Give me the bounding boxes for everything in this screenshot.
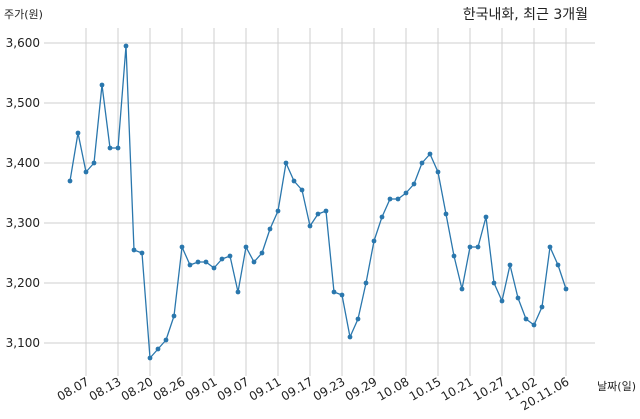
x-tick-label: 09.01 bbox=[183, 374, 220, 403]
data-point bbox=[419, 160, 425, 166]
x-axis-label: 날짜(일) bbox=[597, 380, 636, 393]
x-tick-label: 10.27 bbox=[471, 374, 508, 403]
data-point bbox=[371, 238, 377, 244]
x-tick-label: 10.21 bbox=[439, 374, 476, 403]
data-point bbox=[387, 196, 393, 202]
data-point bbox=[259, 250, 265, 256]
data-point bbox=[435, 169, 441, 175]
data-point bbox=[499, 298, 505, 304]
x-tick-label: 09.23 bbox=[311, 374, 348, 403]
data-point bbox=[307, 223, 313, 229]
data-point bbox=[203, 259, 209, 265]
data-point bbox=[515, 295, 521, 301]
data-point bbox=[131, 247, 137, 253]
data-point bbox=[291, 178, 297, 184]
data-point bbox=[355, 316, 361, 322]
y-tick-label: 3,500 bbox=[6, 96, 40, 110]
data-point bbox=[187, 262, 193, 268]
x-tick-label: 09.29 bbox=[343, 374, 380, 403]
data-point bbox=[363, 280, 369, 286]
data-point bbox=[451, 253, 457, 259]
x-tick-label: 08.20 bbox=[119, 374, 156, 403]
data-point bbox=[483, 214, 489, 220]
y-tick-label: 3,400 bbox=[6, 156, 40, 170]
data-point bbox=[99, 82, 105, 88]
x-tick-label: 08.13 bbox=[87, 374, 124, 403]
data-point bbox=[299, 187, 305, 193]
x-tick-label: 10.15 bbox=[407, 374, 444, 403]
data-point bbox=[467, 244, 473, 250]
data-point bbox=[555, 262, 561, 268]
data-point bbox=[267, 226, 273, 232]
data-point bbox=[547, 244, 553, 250]
data-point bbox=[315, 211, 321, 217]
data-point bbox=[235, 289, 241, 295]
data-point bbox=[67, 178, 73, 184]
data-point bbox=[83, 169, 89, 175]
x-tick-label: 09.07 bbox=[215, 374, 252, 403]
data-point bbox=[179, 244, 185, 250]
y-tick-label: 3,200 bbox=[6, 276, 40, 290]
data-point bbox=[283, 160, 289, 166]
data-point bbox=[243, 244, 249, 250]
data-point bbox=[379, 214, 385, 220]
data-point bbox=[171, 313, 177, 319]
data-point bbox=[211, 265, 217, 271]
data-point bbox=[91, 160, 97, 166]
series-line bbox=[69, 45, 567, 359]
data-point bbox=[411, 181, 417, 187]
data-point bbox=[115, 145, 121, 151]
data-point bbox=[427, 151, 433, 157]
data-point bbox=[123, 43, 129, 49]
data-point bbox=[491, 280, 497, 286]
data-point bbox=[139, 250, 145, 256]
data-point bbox=[331, 289, 337, 295]
data-point bbox=[227, 253, 233, 259]
data-point bbox=[275, 208, 281, 214]
data-point bbox=[251, 259, 257, 265]
x-tick-label: 09.17 bbox=[279, 374, 316, 403]
data-point bbox=[459, 286, 465, 292]
data-point bbox=[403, 190, 409, 196]
data-point bbox=[147, 355, 153, 361]
x-tick-label: 08.07 bbox=[55, 374, 92, 403]
data-point bbox=[163, 337, 169, 343]
x-tick-label: 09.11 bbox=[247, 374, 284, 403]
y-tick-label: 3,600 bbox=[6, 36, 40, 50]
y-axis-label: 주가(원) bbox=[4, 8, 43, 21]
data-point bbox=[539, 304, 545, 310]
data-point bbox=[507, 262, 513, 268]
data-point bbox=[475, 244, 481, 250]
data-point bbox=[339, 292, 345, 298]
data-point bbox=[195, 259, 201, 265]
data-point bbox=[323, 208, 329, 214]
data-point bbox=[75, 130, 81, 136]
data-point bbox=[219, 256, 225, 262]
x-tick-label: 10.08 bbox=[375, 374, 412, 403]
data-point bbox=[155, 346, 161, 352]
y-tick-label: 3,100 bbox=[6, 336, 40, 350]
data-point bbox=[347, 334, 353, 340]
data-point bbox=[443, 211, 449, 217]
y-tick-label: 3,300 bbox=[6, 216, 40, 230]
data-point bbox=[563, 286, 569, 292]
data-point bbox=[395, 196, 401, 202]
data-point bbox=[523, 316, 529, 322]
x-tick-label: 08.26 bbox=[151, 374, 188, 403]
data-point bbox=[107, 145, 113, 151]
chart-title: 한국내화, 최근 3개월 bbox=[462, 7, 588, 23]
data-point bbox=[531, 322, 537, 328]
